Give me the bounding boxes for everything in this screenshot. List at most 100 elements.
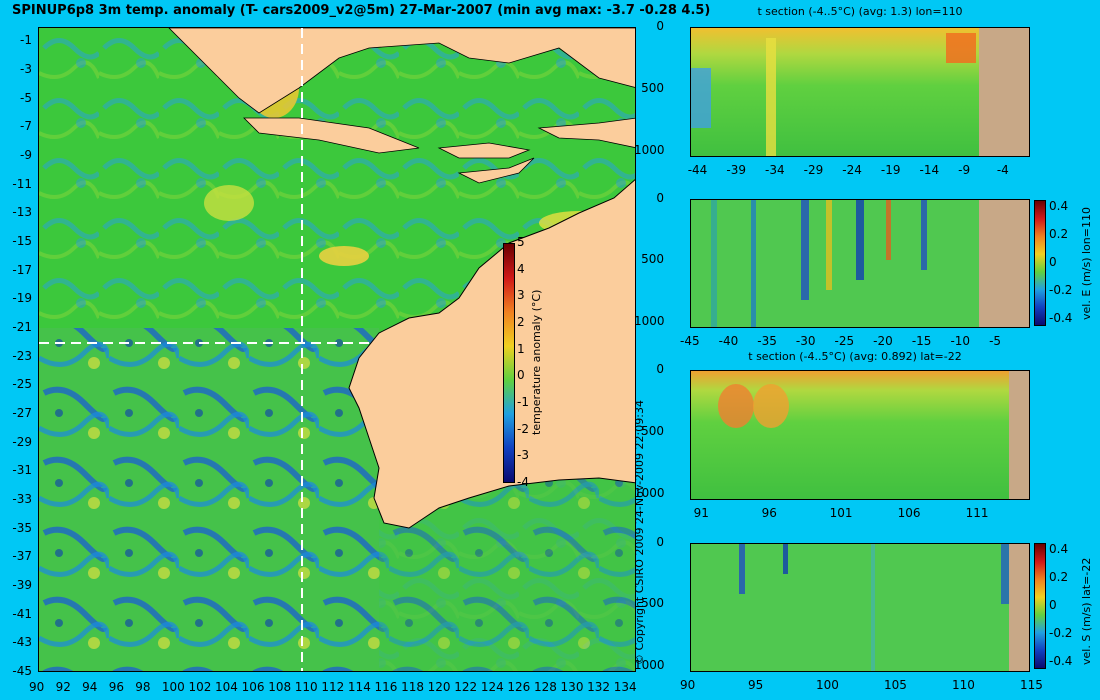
- main-y-tick: -35: [12, 520, 32, 535]
- section-x-tick: 111: [965, 506, 989, 520]
- section-x-tick: -30: [795, 334, 816, 348]
- section-colorbar-tick: -0.2: [1049, 283, 1073, 297]
- main-y-tick: -27: [12, 406, 32, 420]
- section-x-tick: 110: [952, 678, 975, 692]
- section-x-tick: -39: [726, 163, 746, 177]
- main-y-tick: -39: [12, 578, 32, 592]
- vel-e-section-svg: [711, 200, 1029, 327]
- t-section-lon-title: t section (-4..5°C) (avg: 1.3) lon=110: [757, 5, 963, 18]
- section-y-tick: 500: [641, 423, 664, 438]
- vel-e-colorbar: [1034, 200, 1046, 326]
- main-x-tick: 108: [268, 680, 292, 694]
- main-chart-title: SPINUP6p8 3m temp. anomaly (T- cars2009_…: [12, 3, 711, 18]
- main-y-tick: -3: [20, 62, 32, 76]
- colorbar-tick: -2: [517, 421, 529, 436]
- section-colorbar-tick: -0.4: [1049, 311, 1073, 325]
- section-y-tick: 1000: [634, 313, 665, 328]
- main-y-tick: -43: [12, 635, 32, 650]
- main-y-tick: -19: [12, 291, 32, 306]
- main-x-tick: 126: [507, 680, 531, 694]
- section-x-tick: -9: [958, 163, 971, 177]
- main-x-tick: 120: [427, 680, 451, 694]
- colorbar-tick: 2: [517, 315, 525, 329]
- main-y-tick: -15: [12, 234, 32, 248]
- map-svg: [39, 28, 635, 671]
- colorbar-tick: -3: [517, 448, 529, 463]
- section-colorbar-tick: -0.4: [1049, 654, 1073, 668]
- colorbar-tick: 0: [517, 368, 525, 383]
- colorbar-label: temperature anomaly (°C): [530, 289, 543, 435]
- colorbar-tick: 5: [517, 235, 525, 249]
- section-y-tick: 1000: [634, 485, 665, 500]
- main-x-tick: 92: [55, 680, 71, 694]
- main-y-tick: -23: [12, 348, 32, 363]
- main-y-tick: -45: [12, 664, 32, 678]
- section-y-tick: 0: [656, 362, 664, 376]
- main-y-tick: -11: [12, 176, 32, 191]
- vel-s-section-plot: [690, 543, 1030, 672]
- section-x-tick: -40: [718, 334, 739, 348]
- main-y-tick: -1: [20, 33, 32, 48]
- t-section-lat-svg: [718, 371, 1029, 499]
- section-x-tick: -4: [996, 163, 1009, 177]
- t-section-lon-plot: [690, 27, 1030, 157]
- section-x-tick: -10: [950, 334, 971, 348]
- main-y-tick: -21: [12, 320, 32, 334]
- section-x-tick: -34: [765, 163, 785, 177]
- section-x-tick: 105: [884, 678, 907, 692]
- main-y-tick: -5: [20, 90, 32, 105]
- colorbar-tick: 3: [517, 288, 525, 303]
- vel-s-section-svg: [739, 544, 1029, 671]
- main-x-tick: 90: [29, 680, 45, 694]
- temperature-colorbar: [503, 243, 515, 483]
- main-x-tick: 110: [294, 680, 318, 694]
- section-x-tick: 106: [897, 506, 921, 520]
- section-y-tick: 0: [656, 19, 664, 33]
- main-x-tick: 132: [587, 680, 611, 694]
- temperature-anomaly-map: [38, 27, 636, 672]
- section-x-tick: -24: [842, 163, 862, 177]
- section-colorbar-tick: 0.2: [1049, 227, 1069, 241]
- main-x-tick: 104: [215, 680, 238, 694]
- section-colorbar-tick: -0.2: [1049, 626, 1073, 640]
- section-x-tick: 115: [1020, 678, 1043, 692]
- section-y-tick: 0: [656, 535, 664, 549]
- section-x-tick: 90: [680, 678, 696, 692]
- section-y-tick: 500: [641, 252, 664, 267]
- main-y-tick: -33: [12, 492, 32, 506]
- main-x-tick: 102: [188, 680, 212, 694]
- section-x-tick: -45: [680, 334, 700, 348]
- section-x-tick: -29: [803, 163, 824, 177]
- main-x-tick: 122: [454, 680, 478, 694]
- colorbar-tick: 1: [517, 341, 525, 356]
- vel-e-section-plot: [690, 199, 1030, 328]
- main-y-tick: -7: [20, 119, 32, 134]
- main-x-tick: 96: [108, 680, 124, 694]
- section-x-tick: -14: [919, 163, 940, 177]
- colorbar-tick: -4: [517, 475, 529, 489]
- section-x-tick: -44: [687, 163, 708, 177]
- main-y-tick: -9: [20, 148, 32, 162]
- section-colorbar-tick: 0.2: [1049, 570, 1069, 584]
- main-y-tick: -13: [12, 205, 32, 220]
- colorbar-tick: -1: [517, 395, 529, 409]
- section-y-tick: 0: [656, 191, 664, 205]
- section-x-tick: -19: [880, 163, 901, 177]
- section-y-tick: 1000: [634, 657, 665, 672]
- section-y-tick: 500: [641, 596, 664, 611]
- section-colorbar-tick: 0: [1049, 598, 1057, 612]
- main-y-tick: -25: [12, 377, 32, 392]
- t-section-lon-svg: [691, 28, 1029, 156]
- main-x-tick: 116: [374, 680, 398, 694]
- section-y-tick: 1000: [634, 142, 665, 157]
- section-y-tick: 500: [641, 80, 664, 95]
- section-colorbar-tick: 0: [1049, 255, 1057, 269]
- main-y-tick: -41: [12, 606, 32, 621]
- copyright-text: © Copyright CSIRO 2009 24-Nov-2009 22:09…: [633, 400, 646, 665]
- t-section-lat-title: t section (-4..5°C) (avg: 0.892) lat=-22: [748, 350, 962, 363]
- section-x-tick: -35: [757, 334, 777, 348]
- main-y-tick: -29: [12, 434, 32, 449]
- section-x-tick: -25: [834, 334, 855, 348]
- main-x-tick: 100: [161, 680, 185, 694]
- vel-s-colorbar: [1034, 543, 1046, 669]
